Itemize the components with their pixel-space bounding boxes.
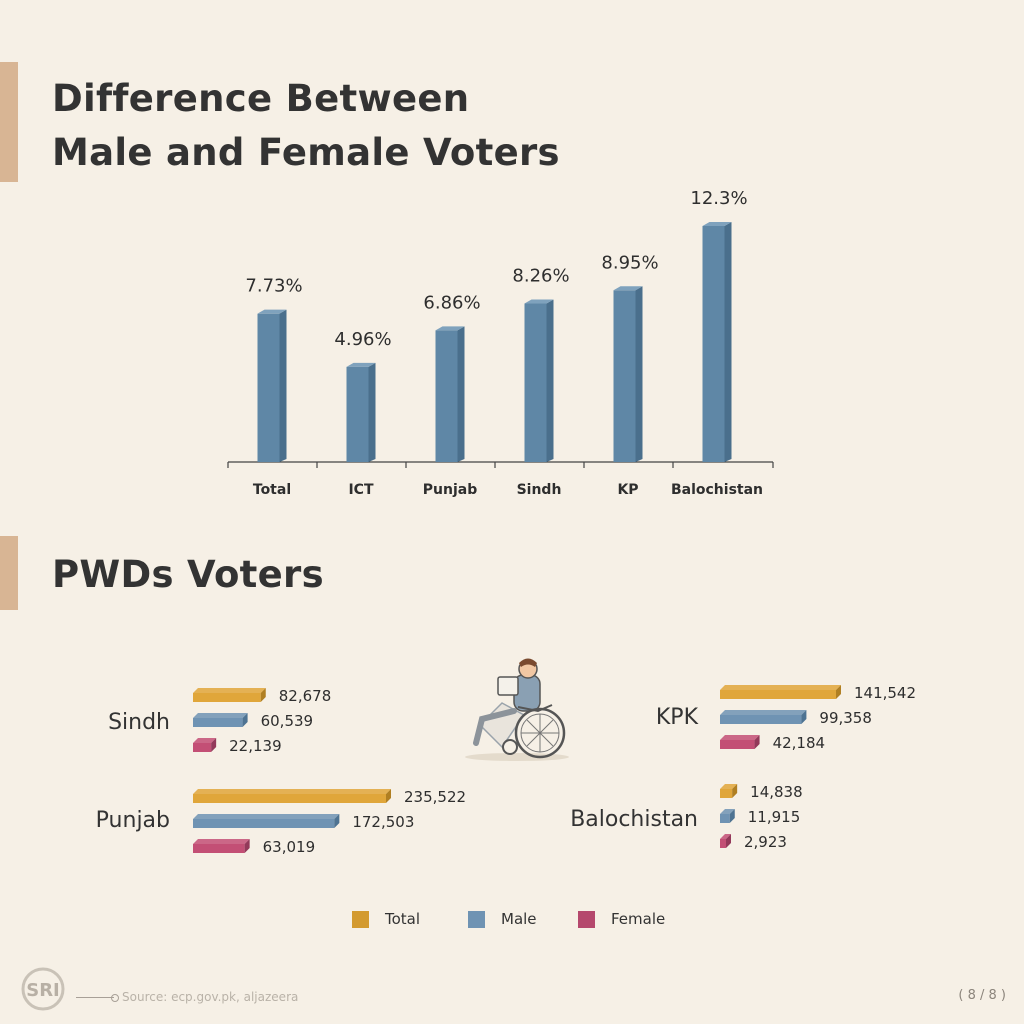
category-label: Punjab <box>423 482 477 498</box>
pwd-value-label: 14,838 <box>750 783 803 801</box>
section2-title: PWDs Voters <box>52 553 324 596</box>
pwd-value-label: 82,678 <box>279 687 332 705</box>
pwd-region-label: KPK <box>655 705 698 730</box>
pwd-region-label: Punjab <box>95 808 170 833</box>
bar-value-label: 12.3% <box>690 188 747 209</box>
pwd-bar-total <box>720 685 841 699</box>
pwd-value-label: 141,542 <box>854 684 916 702</box>
pwd-bar-female <box>193 738 217 752</box>
pwd-value-label: 11,915 <box>748 808 801 826</box>
legend-swatch-total <box>352 910 369 928</box>
footer-connector-dot <box>111 994 119 1002</box>
legend-item-female: Female <box>578 910 665 928</box>
category-label: Balochistan <box>671 482 763 498</box>
legend-label-total: Total <box>385 910 421 928</box>
pwd-value-label: 235,522 <box>404 788 466 806</box>
logo-text: SRI <box>26 980 60 1001</box>
pwd-value-label: 2,923 <box>744 833 787 851</box>
pwd-bar-total <box>720 784 738 798</box>
section1-title-line2: Male and Female Voters <box>52 131 560 174</box>
pwd-bar-male <box>720 809 735 823</box>
legend-item-male: Male <box>468 910 537 928</box>
pwd-bar-female <box>720 735 760 749</box>
wheelchair-user-icon <box>465 658 569 761</box>
pwd-value-label: 60,539 <box>261 712 314 730</box>
category-label: Sindh <box>517 482 562 498</box>
section1-accent-bar <box>0 62 18 182</box>
pwd-bar-female <box>193 839 250 853</box>
source-text: Source: ecp.gov.pk, aljazeera <box>122 990 299 1004</box>
section1-title-line1: Difference Between <box>52 77 470 120</box>
bar-value-label: 4.96% <box>334 329 391 350</box>
pwd-value-label: 99,358 <box>819 709 872 727</box>
sri-logo: SRI <box>21 967 65 1011</box>
pwd-bar-total <box>193 789 391 803</box>
legend-label-female: Female <box>611 910 666 928</box>
legend-label-male: Male <box>501 910 537 928</box>
chart-legend: Total Male Female <box>0 910 1024 940</box>
pwd-value-label: 22,139 <box>229 737 282 755</box>
pwd-value-label: 63,019 <box>263 838 316 856</box>
pwd-bar-total <box>193 688 266 702</box>
bar-punjab <box>435 326 465 462</box>
pwd-value-label: 42,184 <box>773 734 826 752</box>
bar-total <box>257 309 287 462</box>
pwd-value-label: 172,503 <box>352 813 414 831</box>
legend-item-total: Total <box>352 910 420 928</box>
bar-kp <box>613 286 643 462</box>
pwd-region-label: Sindh <box>108 710 170 735</box>
pwd-bar-female <box>720 834 731 848</box>
bar-balochistan <box>702 222 732 462</box>
bar-value-label: 8.95% <box>601 252 658 273</box>
section1-title: Difference Between Male and Female Voter… <box>52 72 560 180</box>
pwd-bar-male <box>720 710 807 724</box>
category-label: ICT <box>348 482 373 498</box>
legend-swatch-female <box>578 910 595 928</box>
bar-value-label: 8.26% <box>512 266 569 287</box>
bar-value-label: 7.73% <box>245 276 302 297</box>
bar-ict <box>346 362 376 462</box>
bar-sindh <box>524 299 554 462</box>
category-label: Total <box>253 482 291 498</box>
page-number: ( 8 / 8 ) <box>958 988 1006 1003</box>
bar-value-label: 6.86% <box>423 292 480 313</box>
gender-gap-bar-chart: 7.73% Total 4.96% ICT 6.86% Punjab 8.26% Sindh 8… <box>227 188 774 498</box>
legend-swatch-male <box>468 910 485 928</box>
category-label: KP <box>617 482 638 498</box>
pwd-bar-male <box>193 713 248 727</box>
pwd-bar-male <box>193 814 340 828</box>
section2-accent-bar <box>0 536 18 610</box>
footer-connector-line <box>76 997 114 998</box>
pwd-region-label: Balochistan <box>570 807 698 832</box>
